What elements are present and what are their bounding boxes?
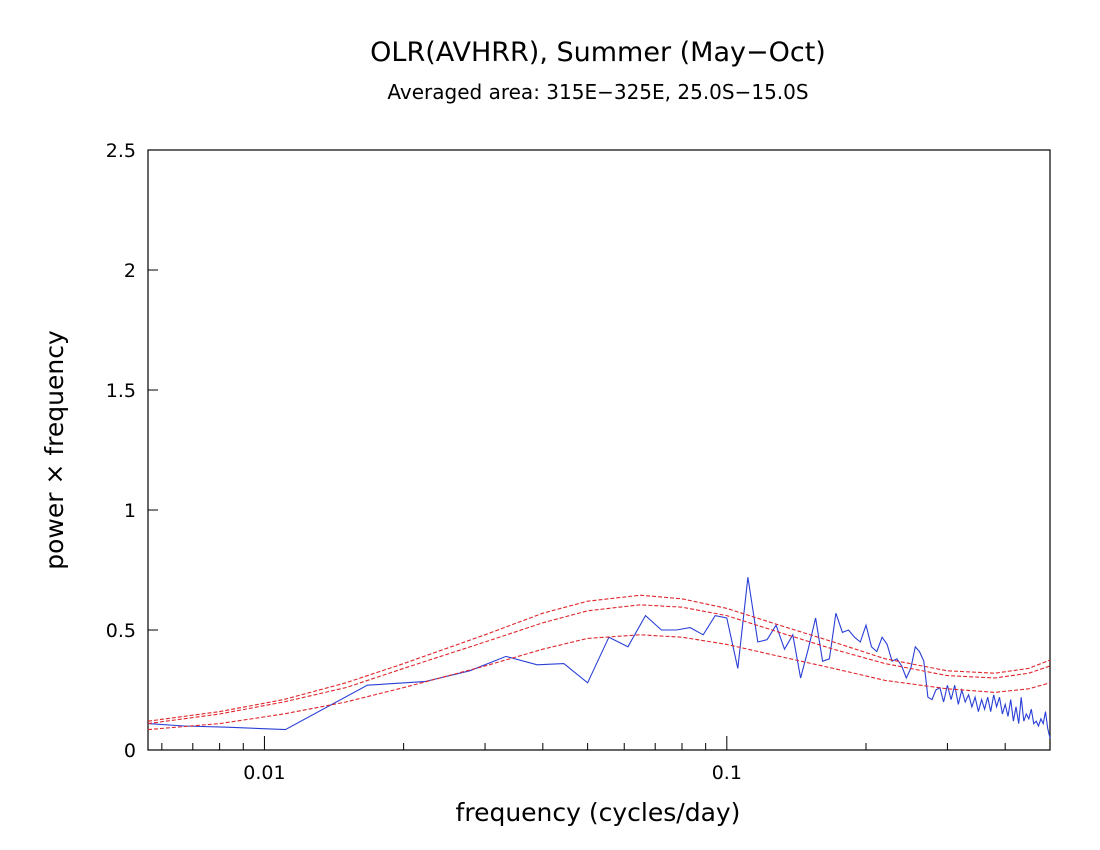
axis-ticks: 0 0.5 1 1.5 2 2.5 0.01 0.1 — [106, 140, 1051, 784]
chart-subtitle: Averaged area: 315E−325E, 25.0S−15.0S — [387, 80, 808, 104]
plot-frame — [147, 149, 1051, 751]
chart-title: OLR(AVHRR), Summer (May−Oct) — [370, 37, 826, 68]
y-tick-label: 2.5 — [106, 140, 136, 162]
x-tick-label: 0.1 — [712, 762, 742, 784]
y-tick-label: 1.5 — [106, 380, 136, 402]
x-tick-label: 0.01 — [243, 762, 285, 784]
series-red-noise-middle-bound — [147, 604, 1051, 725]
y-tick-label: 2 — [124, 260, 136, 282]
series-red-noise-upper-bound — [147, 594, 1051, 722]
y-tick-label: 1 — [124, 500, 136, 522]
series-layer — [147, 577, 1051, 739]
x-axis-label: frequency (cycles/day) — [456, 798, 741, 827]
series-spectrum — [147, 577, 1051, 739]
y-tick-label: 0.5 — [106, 620, 136, 642]
y-axis-label: power × frequency — [40, 330, 69, 570]
y-tick-label: 0 — [124, 740, 136, 762]
series-red-noise-lower-bound — [147, 634, 1051, 731]
